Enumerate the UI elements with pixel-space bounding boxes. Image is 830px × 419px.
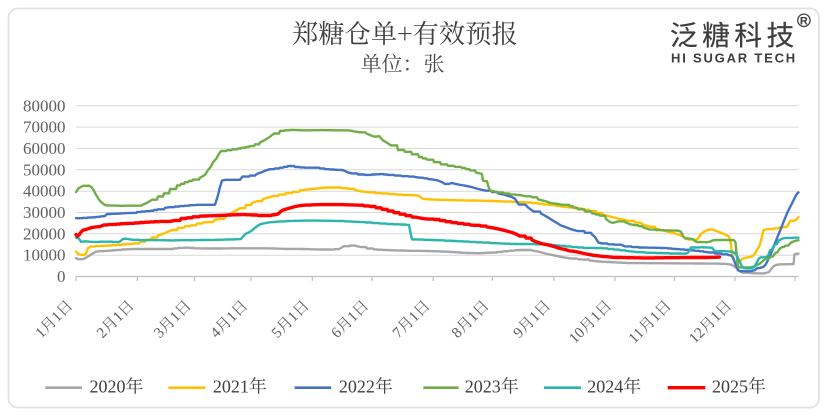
svg-text:30000: 30000 bbox=[23, 203, 66, 222]
svg-text:40000: 40000 bbox=[23, 182, 66, 201]
svg-text:2020: 2020 bbox=[90, 377, 126, 397]
svg-text:2023: 2023 bbox=[465, 377, 501, 397]
svg-text:10000: 10000 bbox=[23, 246, 66, 265]
svg-text:60000: 60000 bbox=[23, 139, 66, 158]
svg-text:HI SUGAR TECH: HI SUGAR TECH bbox=[671, 51, 797, 66]
svg-text:2024: 2024 bbox=[587, 377, 623, 397]
svg-text:70000: 70000 bbox=[23, 118, 66, 137]
svg-text:2021: 2021 bbox=[213, 377, 249, 397]
svg-text:50000: 50000 bbox=[23, 160, 66, 179]
svg-text:R: R bbox=[800, 15, 808, 27]
svg-text:20000: 20000 bbox=[23, 224, 66, 243]
svg-text:2025: 2025 bbox=[712, 377, 748, 397]
svg-text:80000: 80000 bbox=[23, 96, 66, 115]
svg-text:2022: 2022 bbox=[339, 377, 375, 397]
svg-text:0: 0 bbox=[57, 267, 66, 286]
